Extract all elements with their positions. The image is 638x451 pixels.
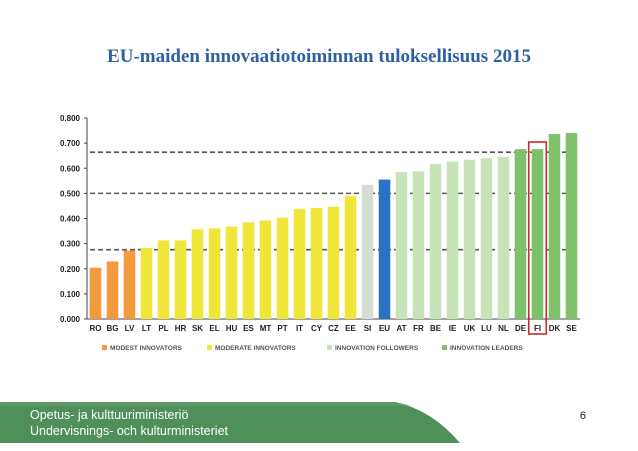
x-tick-label-de: DE xyxy=(515,324,527,333)
highlight-box xyxy=(527,141,548,335)
x-tick-label-lt: LT xyxy=(142,324,151,333)
x-tick-label-uk: UK xyxy=(464,324,476,333)
x-tick-label-hr: HR xyxy=(175,324,187,333)
x-tick-label-ro: RO xyxy=(90,324,102,333)
legend-label: MODEST INNOVATORS xyxy=(110,345,183,352)
x-tick-label-fr: FR xyxy=(413,324,424,333)
slide-title: EU-maiden innovaatiotoiminnan tulokselli… xyxy=(107,46,531,67)
bar-el xyxy=(208,228,221,319)
x-tick-label-hu: HU xyxy=(226,324,238,333)
x-tick-label-el: EL xyxy=(209,324,219,333)
x-tick-label-pl: PL xyxy=(158,324,168,333)
y-tick-label: 0.500 xyxy=(60,189,81,198)
bar-pt xyxy=(276,217,289,319)
bar-eu xyxy=(378,179,391,319)
y-tick-label: 0.300 xyxy=(60,240,81,249)
bar-be xyxy=(429,163,442,319)
bar-lu xyxy=(480,158,493,319)
bar-chart: 0.000 0.100 0.200 0.300 0.400 0.500 0.600 0.700… xyxy=(60,114,580,352)
x-tick-label-ee: EE xyxy=(345,324,356,333)
footer-ministry-fi: Opetus- ja kulttuuriministeriö xyxy=(30,408,189,422)
bar-de xyxy=(514,149,527,319)
page-number: 6 xyxy=(579,410,586,422)
legend-swatch xyxy=(442,345,447,350)
bar-lt xyxy=(140,247,153,319)
x-tick-label-nl: NL xyxy=(498,324,509,333)
bar-bg xyxy=(106,261,119,319)
x-tick-label-dk: DK xyxy=(549,324,561,333)
legend-swatch xyxy=(327,345,332,350)
bar-lv xyxy=(123,250,136,319)
bar-fr xyxy=(412,171,425,319)
y-tick-label: 0.700 xyxy=(60,139,81,148)
bar-pl xyxy=(157,240,170,319)
x-tick-label-si: SI xyxy=(364,324,372,333)
x-tick-label-se: SE xyxy=(566,324,577,333)
y-tick-label: 0.000 xyxy=(60,315,81,324)
x-tick-label-fi: FI xyxy=(534,324,541,333)
x-tick-label-sk: SK xyxy=(192,324,203,333)
x-tick-label-lv: LV xyxy=(125,324,135,333)
footer-band xyxy=(0,402,460,443)
bar-mt xyxy=(259,220,272,319)
highlight-fi-box xyxy=(527,141,548,335)
x-tick-label-ie: IE xyxy=(449,324,457,333)
legend-swatch xyxy=(102,345,107,350)
bar-uk xyxy=(463,159,476,319)
x-tick-label-pt: PT xyxy=(277,324,287,333)
bar-ee xyxy=(344,195,357,319)
x-tick-label-be: BE xyxy=(430,324,442,333)
bar-dk xyxy=(548,134,561,319)
y-tick-label: 0.100 xyxy=(60,290,81,299)
bar-se xyxy=(565,133,578,319)
bars xyxy=(89,133,578,319)
legend-swatch xyxy=(207,345,212,350)
x-axis-labels: RO BG LV LT PL HR SK EL HU ES MT PT IT CY CZ EE SI EU AT FR… xyxy=(90,324,578,333)
x-tick-label-at: AT xyxy=(396,324,406,333)
x-tick-label-eu: EU xyxy=(379,324,390,333)
y-tick-label: 0.400 xyxy=(60,215,81,224)
legend: MODEST INNOVATORS MODERATE INNOVATORS INNO… xyxy=(102,345,523,352)
x-tick-label-cy: CY xyxy=(311,324,323,333)
bar-si xyxy=(361,184,374,319)
bar-fi xyxy=(531,149,544,319)
bar-es xyxy=(242,222,255,319)
y-tick-label: 0.800 xyxy=(60,114,81,123)
y-tick-label: 0.200 xyxy=(60,265,81,274)
x-tick-label-it: IT xyxy=(296,324,303,333)
legend-label: INNOVATION LEADERS xyxy=(450,345,523,352)
x-tick-label-mt: MT xyxy=(260,324,272,333)
x-tick-label-cz: CZ xyxy=(328,324,339,333)
bar-cy xyxy=(310,207,323,319)
bar-nl xyxy=(497,156,510,319)
legend-label: INNOVATION FOLLOWERS xyxy=(335,345,419,352)
bar-ro xyxy=(89,267,102,319)
legend-label: MODERATE INNOVATORS xyxy=(215,345,296,352)
x-tick-label-bg: BG xyxy=(107,324,119,333)
bar-it xyxy=(293,208,306,319)
bar-hr xyxy=(174,240,187,319)
bar-at xyxy=(395,172,408,319)
footer-ministry-sv: Undervisnings- och kulturministeriet xyxy=(30,424,228,438)
x-tick-label-lu: LU xyxy=(481,324,492,333)
bar-hu xyxy=(225,226,238,319)
y-tick-label: 0.600 xyxy=(60,164,81,173)
bar-sk xyxy=(191,229,204,319)
bar-cz xyxy=(327,206,340,319)
bar-ie xyxy=(446,161,459,319)
x-tick-label-es: ES xyxy=(243,324,254,333)
